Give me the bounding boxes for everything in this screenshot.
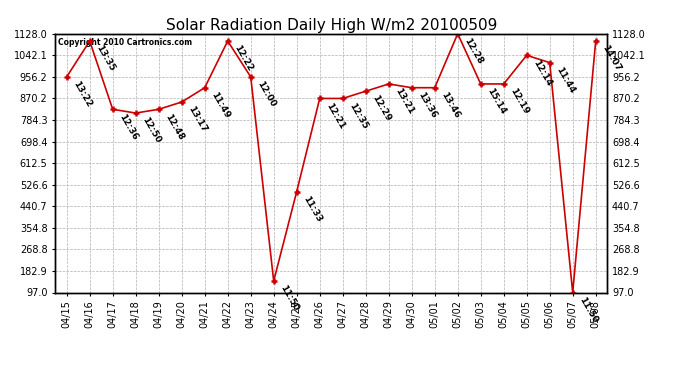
Text: 13:22: 13:22 [71, 80, 93, 109]
Text: 12:28: 12:28 [462, 36, 484, 66]
Text: 13:36: 13:36 [416, 90, 438, 120]
Text: 11:49: 11:49 [209, 90, 231, 120]
Text: 12:19: 12:19 [508, 87, 530, 116]
Text: 12:14: 12:14 [531, 58, 553, 87]
Text: 11:44: 11:44 [554, 65, 576, 95]
Text: 11:33: 11:33 [301, 194, 323, 224]
Text: 12:29: 12:29 [370, 94, 392, 123]
Text: 13:21: 13:21 [393, 87, 415, 116]
Text: 15:14: 15:14 [485, 87, 507, 116]
Text: 12:36: 12:36 [117, 112, 139, 141]
Text: 12:35: 12:35 [347, 101, 369, 130]
Text: 12:22: 12:22 [232, 44, 254, 73]
Text: 12:48: 12:48 [163, 112, 185, 141]
Text: 12:21: 12:21 [324, 101, 346, 130]
Text: 13:46: 13:46 [439, 90, 461, 120]
Text: 14:07: 14:07 [600, 44, 622, 73]
Text: 12:50: 12:50 [140, 116, 162, 145]
Text: 11:50: 11:50 [577, 295, 599, 324]
Text: 13:17: 13:17 [186, 105, 208, 134]
Text: 12:00: 12:00 [255, 80, 277, 109]
Text: 13:35: 13:35 [94, 44, 116, 73]
Text: 11:50: 11:50 [278, 284, 300, 313]
Title: Solar Radiation Daily High W/m2 20100509: Solar Radiation Daily High W/m2 20100509 [166, 18, 497, 33]
Text: Copyright 2010 Cartronics.com: Copyright 2010 Cartronics.com [58, 38, 192, 46]
